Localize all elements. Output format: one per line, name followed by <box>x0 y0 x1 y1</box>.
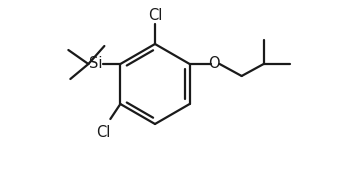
Text: Cl: Cl <box>96 125 111 140</box>
Text: Si: Si <box>89 56 102 71</box>
Text: O: O <box>208 56 219 71</box>
Text: Cl: Cl <box>148 8 162 23</box>
